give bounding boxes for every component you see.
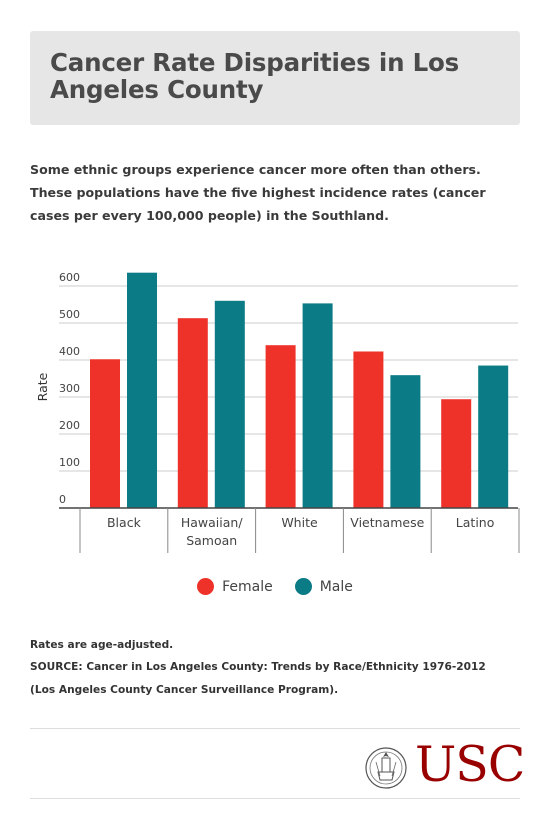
usc-logo: USC — [365, 742, 525, 794]
usc-seal-icon — [365, 742, 407, 794]
bar-female — [178, 318, 208, 508]
divider-top — [30, 728, 520, 729]
legend-item-female: Female — [197, 578, 273, 595]
bar-male — [390, 375, 420, 508]
bar-male — [478, 366, 508, 508]
bar-female — [90, 359, 120, 508]
y-tick-label: 500 — [59, 308, 80, 321]
page-title: Cancer Rate Disparities in Los Angeles C… — [50, 49, 500, 103]
x-tick-label: Black — [107, 515, 142, 530]
bar-female — [266, 345, 296, 508]
legend: Female Male — [0, 578, 550, 595]
source-note: SOURCE: Cancer in Los Angeles County: Tr… — [30, 656, 510, 702]
y-tick-label: 100 — [59, 456, 80, 469]
usc-wordmark: USC — [415, 736, 524, 793]
bar-chart: 0 100 200 300 400 500 600 Rate Black Hawaiian/Sam… — [0, 250, 550, 570]
x-tick-label: Samoan — [186, 533, 237, 548]
y-tick-label: 600 — [59, 271, 80, 284]
divider-bottom — [30, 798, 520, 799]
legend-swatch-female — [197, 578, 214, 595]
bar-male — [303, 303, 333, 508]
x-tick-label: Hawaiian/ — [181, 515, 243, 530]
chart-description: Some ethnic groups experience cancer mor… — [30, 158, 522, 227]
y-tick-label: 0 — [59, 493, 66, 506]
x-tick-label: Latino — [456, 515, 495, 530]
title-box: Cancer Rate Disparities in Los Angeles C… — [30, 31, 520, 125]
bar-female — [441, 399, 471, 508]
legend-label-female: Female — [222, 579, 273, 595]
legend-label-male: Male — [320, 579, 353, 595]
y-axis-label: Rate — [35, 372, 50, 401]
bar-female — [353, 351, 383, 508]
x-tick-label: Vietnamese — [350, 515, 424, 530]
y-tick-label: 300 — [59, 382, 80, 395]
bar-male — [127, 273, 157, 508]
age-adjusted-note: Rates are age-adjusted. — [30, 634, 173, 656]
y-tick-label: 200 — [59, 419, 80, 432]
legend-swatch-male — [295, 578, 312, 595]
x-tick-label: White — [281, 515, 318, 530]
bar-male — [215, 301, 245, 508]
legend-item-male: Male — [295, 578, 353, 595]
y-tick-label: 400 — [59, 345, 80, 358]
